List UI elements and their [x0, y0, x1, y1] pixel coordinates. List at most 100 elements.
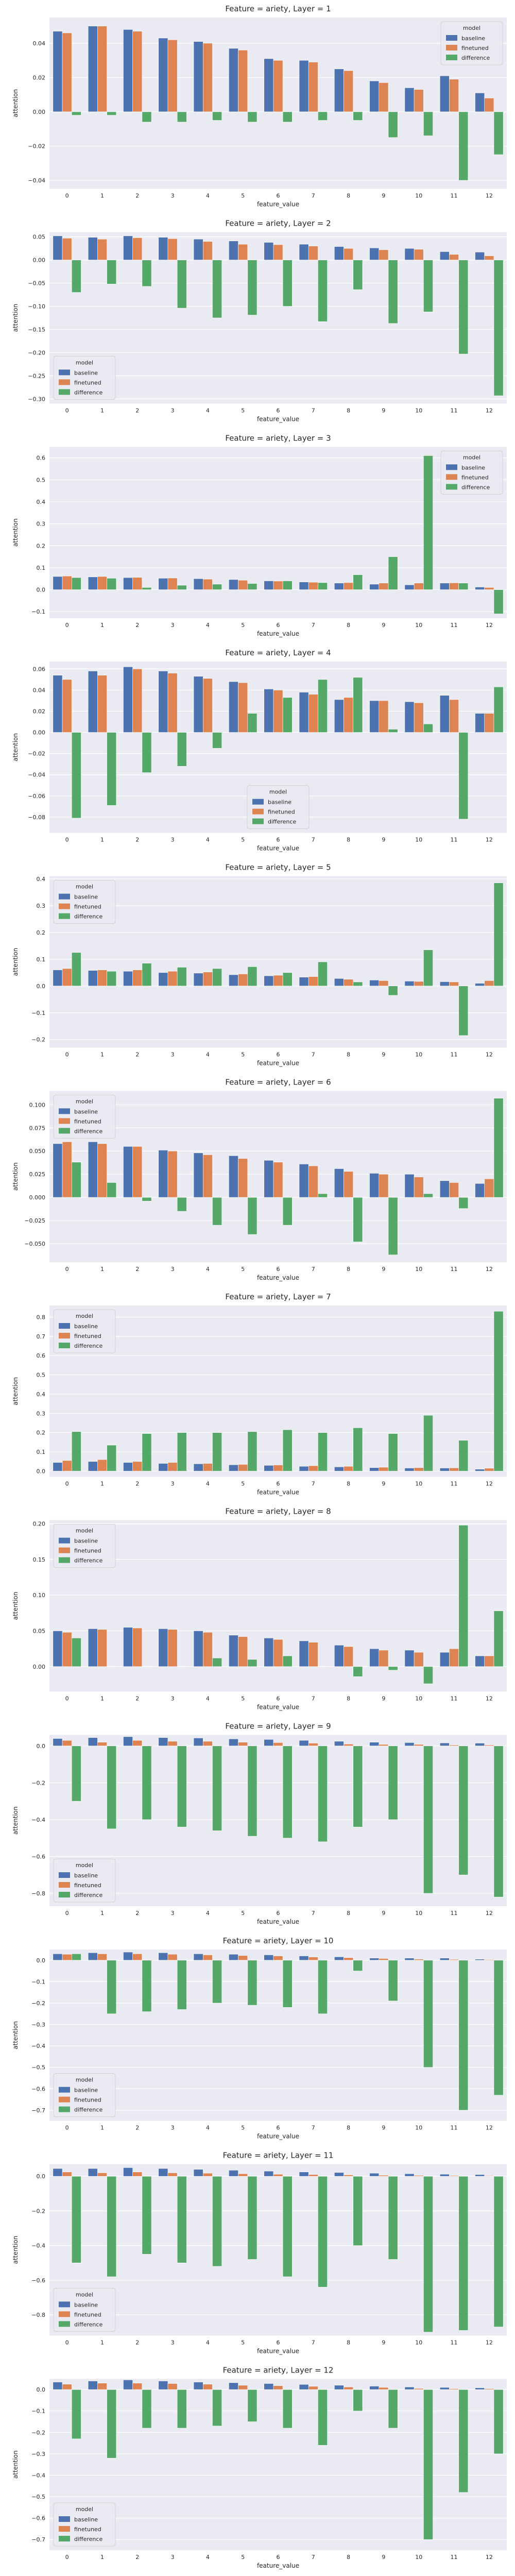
bar-baseline-5 [229, 974, 238, 987]
bar-finetuned-1 [97, 1459, 107, 1471]
legend-swatch-baseline [59, 1323, 70, 1329]
legend-swatch-difference [59, 2536, 70, 2541]
y-axis-label: attention [12, 1806, 19, 1835]
bar-baseline-5 [229, 681, 238, 733]
bar-baseline-3 [158, 237, 168, 260]
x-tick-label: 0 [65, 837, 69, 843]
bar-finetuned-6 [273, 581, 283, 590]
bar-finetuned-5 [238, 244, 248, 260]
bar-baseline-0 [53, 1143, 63, 1198]
bar-difference-5 [247, 111, 258, 123]
bar-finetuned-7 [308, 1165, 318, 1198]
bar-difference-7 [318, 1745, 328, 1842]
bar-difference-3 [177, 1432, 187, 1471]
x-tick-label: 2 [135, 2554, 139, 2561]
bar-difference-7 [318, 1432, 328, 1471]
bar-difference-10 [423, 1745, 433, 1894]
bar-finetuned-0 [62, 1141, 72, 1198]
y-tick-label: −0.2 [31, 1780, 45, 1786]
bar-difference-12 [493, 260, 504, 396]
legend-swatch-difference [59, 389, 70, 395]
bar-finetuned-7 [308, 1642, 318, 1667]
x-tick-label: 4 [206, 1481, 210, 1487]
y-tick-label: −0.6 [31, 2515, 45, 2522]
legend-box [247, 785, 310, 829]
legend-swatch-finetuned [59, 379, 70, 385]
bar-finetuned-5 [238, 2385, 248, 2390]
x-tick-label: 10 [415, 837, 422, 843]
y-axis-label: attention [12, 2236, 19, 2264]
legend-swatch-difference [59, 2106, 70, 2112]
bar-difference-6 [282, 1655, 293, 1667]
x-tick-label: 2 [135, 1481, 139, 1487]
bar-baseline-8 [334, 583, 344, 590]
bar-finetuned-7 [308, 2174, 318, 2177]
bar-baseline-5 [229, 2382, 238, 2390]
legend-title: model [76, 1862, 93, 1869]
x-tick-label: 12 [486, 622, 493, 629]
x-tick-label: 1 [100, 1481, 104, 1487]
bar-baseline-2 [123, 1146, 133, 1198]
y-tick-label: −0.06 [28, 793, 45, 800]
bar-finetuned-7 [308, 976, 318, 987]
x-tick-label: 12 [486, 407, 493, 414]
chart-title: Feature = ariety, Layer = 3 [225, 433, 331, 443]
x-tick-label: 7 [312, 2554, 315, 2561]
plot-background [49, 1950, 507, 2121]
bar-difference-6 [282, 1429, 293, 1471]
bar-finetuned-3 [167, 1741, 178, 1747]
y-tick-label: 0.0 [37, 1957, 46, 1964]
bar-difference-4 [212, 2176, 222, 2267]
x-tick-label: 3 [171, 837, 175, 843]
bar-finetuned-11 [449, 583, 459, 590]
legend-swatch-baseline [59, 2516, 70, 2522]
legend-label-finetuned: finetuned [74, 904, 101, 910]
bar-finetuned-2 [132, 577, 143, 590]
x-tick-label: 3 [171, 193, 175, 199]
bar-baseline-2 [123, 1736, 133, 1747]
bar-difference-0 [71, 732, 81, 819]
legend-swatch-baseline [59, 369, 70, 376]
legend-label-difference: difference [74, 2321, 102, 2328]
x-tick-label: 1 [100, 1910, 104, 1917]
y-tick-label: 0.000 [29, 1194, 46, 1201]
bar-finetuned-0 [62, 1954, 72, 1961]
plot-background [49, 447, 507, 618]
bar-baseline-8 [334, 1645, 344, 1667]
legend-box [440, 450, 503, 495]
x-tick-label: 1 [100, 1695, 104, 1702]
x-tick-label: 9 [382, 1266, 385, 1273]
bar-difference-3 [177, 111, 187, 123]
bar-difference-2 [142, 963, 152, 987]
bar-finetuned-9 [379, 249, 389, 260]
bar-baseline-2 [123, 1462, 133, 1471]
y-tick-label: −0.10 [28, 303, 45, 310]
y-tick-label: −0.025 [24, 1217, 45, 1224]
legend-label-difference: difference [461, 55, 490, 61]
bar-difference-11 [458, 260, 469, 354]
bar-finetuned-4 [202, 2173, 213, 2177]
bar-finetuned-1 [97, 239, 107, 260]
bar-finetuned-8 [344, 1957, 354, 1961]
bar-finetuned-5 [238, 580, 248, 590]
y-tick-label: 0.100 [29, 1101, 46, 1108]
bar-finetuned-5 [238, 1955, 248, 1961]
bar-difference-7 [318, 961, 328, 987]
bar-finetuned-10 [414, 583, 424, 590]
x-tick-label: 10 [415, 1051, 422, 1058]
bar-baseline-2 [123, 577, 133, 590]
bar-difference-8 [353, 260, 363, 290]
x-tick-label: 4 [206, 837, 210, 843]
x-tick-label: 0 [65, 2125, 69, 2131]
legend-swatch-finetuned [59, 1547, 70, 1553]
legend-label-finetuned: finetuned [74, 1333, 101, 1340]
y-tick-label: 0.7 [37, 1333, 46, 1340]
x-tick-label: 12 [486, 2554, 493, 2561]
bar-finetuned-6 [273, 1639, 283, 1667]
bar-difference-12 [493, 111, 504, 155]
bar-finetuned-2 [132, 1954, 143, 1961]
x-tick-label: 3 [171, 1481, 175, 1487]
bar-difference-3 [177, 260, 187, 309]
legend-swatch-difference [59, 913, 70, 919]
x-tick-label: 7 [312, 2125, 315, 2131]
